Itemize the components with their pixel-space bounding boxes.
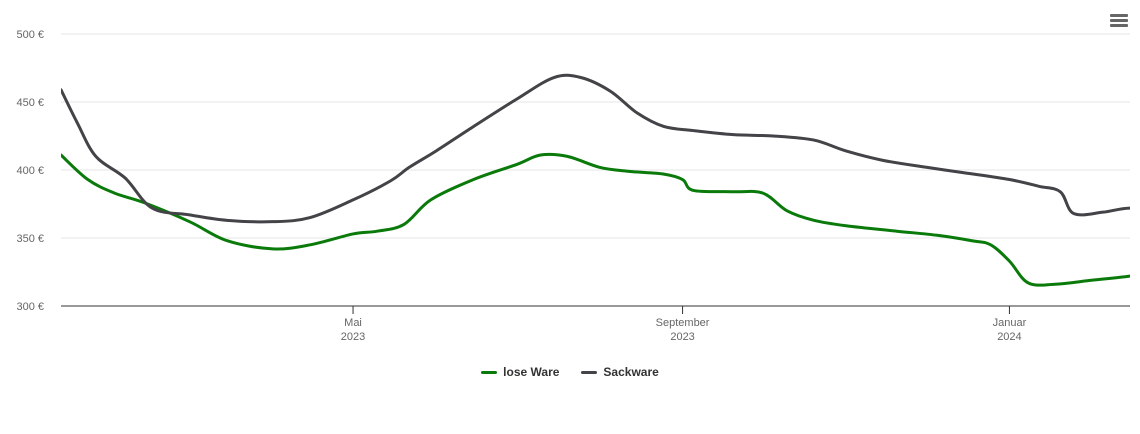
x-tick-label-month: September [656,317,710,329]
series-layer [61,73,1130,287]
x-tick-label-year: 2023 [670,331,694,343]
hamburger-bar [1110,24,1128,27]
x-tick-label-year: 2024 [997,331,1021,343]
x-tick-label-month: Januar [993,317,1027,329]
y-tick-label: 500 € [16,29,44,41]
chart-menu-button[interactable] [1106,12,1130,32]
hamburger-bar [1110,19,1128,22]
hamburger-menu-icon [1110,14,1128,17]
series-line-0 [61,152,1130,287]
legend-swatch [481,370,498,374]
series-line-1 [61,73,1130,224]
legend-label: Sackware [603,365,659,379]
x-tick-label-year: 2023 [341,331,365,343]
legend-swatch [581,370,598,374]
grid-lines [61,33,1130,239]
y-tick-label: 400 € [16,165,44,177]
legend-item-lose-ware[interactable]: lose Ware [481,365,559,379]
y-tick-label: 300 € [16,301,44,313]
x-axis-ticks: Mai 2023 September 2023 Januar 2024 [341,306,1027,343]
legend-item-sackware[interactable]: Sackware [581,365,659,379]
legend-label: lose Ware [503,365,560,379]
y-tick-label: 350 € [16,233,44,245]
chart-legend: lose Ware Sackware [0,365,1140,379]
y-tick-label: 450 € [16,97,44,109]
x-tick-label-month: Mai [344,317,362,329]
y-axis-labels: 300 € 350 € 400 € 450 € 500 € [16,29,44,313]
